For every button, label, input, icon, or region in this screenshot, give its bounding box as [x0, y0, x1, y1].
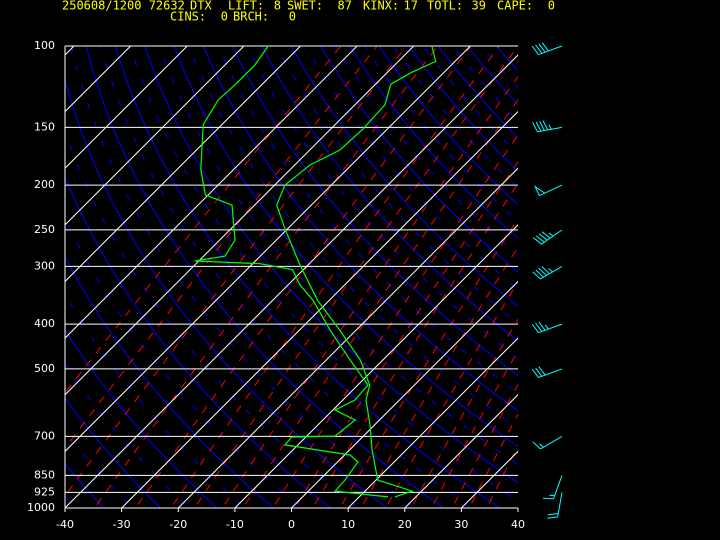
header-field: 250608/1200 72632 — [62, 0, 185, 13]
x-tick-label: -10 — [226, 518, 244, 531]
dry-adiabat — [65, 463, 105, 508]
y-tick-label: 850 — [34, 468, 55, 481]
mixing-ratio-line — [430, 349, 518, 508]
sounding-trace — [276, 45, 437, 498]
mixing-ratio-line — [193, 46, 518, 508]
mixing-ratio-line — [451, 383, 518, 508]
mixing-ratio-line — [360, 246, 518, 508]
isotherm — [404, 394, 518, 508]
header-field: 0 — [289, 10, 296, 24]
header-field: 87 — [338, 0, 352, 13]
isotherm — [347, 337, 518, 508]
sounding-trace — [194, 45, 389, 498]
header-field: 39 — [472, 0, 486, 13]
header-field: 0 — [221, 10, 228, 24]
y-tick-label: 250 — [34, 223, 55, 236]
wind-barb — [531, 42, 563, 56]
mixing-ratio-line — [385, 280, 518, 508]
y-tick-label: 1000 — [27, 501, 55, 514]
isotherm — [65, 46, 245, 226]
isotherm — [291, 280, 518, 508]
y-tick-label: 200 — [34, 178, 55, 191]
y-tick-label: 400 — [34, 317, 55, 330]
wind-barb — [531, 321, 563, 334]
header-field: DTX — [190, 0, 212, 13]
y-tick-label: 500 — [34, 362, 55, 375]
x-tick-label: 0 — [288, 518, 295, 531]
isotherm — [65, 46, 415, 396]
mixing-ratio-line — [221, 75, 518, 508]
header-field: CINS: — [170, 10, 206, 24]
wind-barb — [542, 475, 563, 500]
header-field: 8 — [274, 0, 281, 13]
wind-barb — [532, 436, 563, 450]
wind-barb — [532, 120, 563, 133]
isotherm — [65, 46, 471, 453]
y-tick-label: 150 — [34, 120, 55, 133]
x-tick-label: -20 — [169, 518, 187, 531]
x-tick-label: -30 — [113, 518, 131, 531]
header-field: 0 — [548, 0, 555, 13]
mixing-ratio-line — [410, 318, 518, 508]
x-tick-label: 20 — [398, 518, 412, 531]
mixing-ratio-line — [170, 46, 500, 508]
y-tick-label: 700 — [34, 429, 55, 442]
header-field: KINX: — [363, 0, 399, 13]
dry-adiabat — [65, 328, 218, 508]
header-field: BRCH: — [233, 10, 269, 24]
mixing-ratio-line — [486, 444, 518, 508]
header-field: LIFT: — [228, 0, 264, 13]
wind-barb — [531, 366, 563, 378]
dry-adiabat — [65, 256, 275, 508]
y-tick-label: 300 — [34, 259, 55, 272]
isotherm — [65, 46, 358, 339]
dry-adiabat-dashed — [100, 46, 473, 508]
wind-barb — [532, 265, 563, 280]
mixing-ratio-line — [468, 413, 518, 508]
isotherm — [121, 110, 518, 508]
isotherm — [177, 167, 518, 508]
wind-barb — [533, 184, 563, 197]
header-field: SWET: — [287, 0, 323, 13]
y-tick-label: 925 — [34, 485, 55, 498]
dry-adiabat-dashed — [65, 430, 133, 508]
x-tick-label: 30 — [454, 518, 468, 531]
header-field: 17 — [404, 0, 418, 13]
dry-adiabat-dashed — [129, 46, 518, 502]
isotherm — [234, 224, 518, 508]
x-tick-label: 40 — [511, 518, 525, 531]
isotherm — [65, 46, 301, 283]
header-field: TOTL: — [427, 0, 463, 13]
isotherm — [65, 46, 188, 169]
header-field: CAPE: — [497, 0, 533, 13]
dry-adiabat — [65, 397, 162, 508]
x-tick-label: 10 — [341, 518, 355, 531]
wind-barb — [533, 229, 563, 245]
x-tick-label: -40 — [56, 518, 74, 531]
y-tick-label: 100 — [34, 39, 55, 52]
wind-barb — [547, 492, 563, 519]
